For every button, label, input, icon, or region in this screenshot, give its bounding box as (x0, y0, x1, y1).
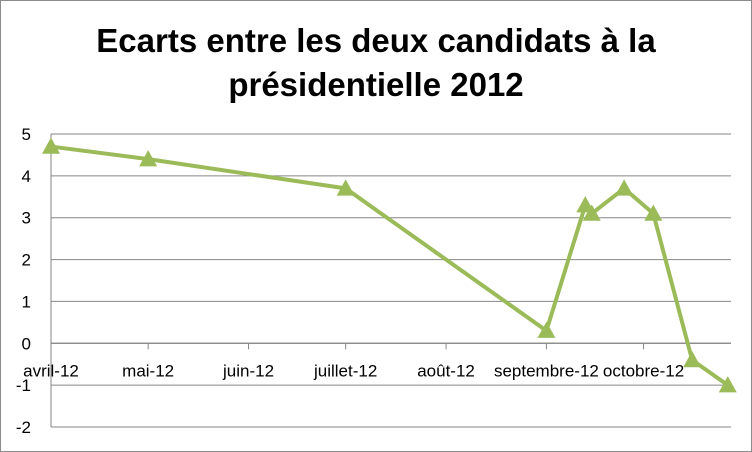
series-line (50, 144, 729, 387)
chart-title: Ecarts entre les deux candidats à la pré… (1, 19, 751, 107)
y-tick-label: 3 (22, 209, 31, 228)
y-tick-label: 2 (22, 251, 31, 270)
data-point-marker (336, 179, 355, 196)
y-tick-label: 4 (22, 167, 31, 186)
y-tick-label: -2 (16, 418, 31, 437)
data-point-marker (718, 376, 737, 393)
x-tick-label: mai-12 (122, 361, 174, 380)
y-tick-label: -1 (16, 376, 31, 395)
x-tick-label: juin-12 (222, 361, 274, 380)
data-point-marker (615, 179, 634, 196)
data-point-marker (644, 204, 663, 221)
y-tick-label: 1 (22, 292, 31, 311)
chart-title-line2: présidentielle 2012 (228, 66, 524, 103)
data-point-marker (582, 204, 601, 221)
data-point-marker (683, 351, 702, 368)
y-tick-label: 0 (22, 334, 31, 353)
x-tick-label: août-12 (417, 361, 475, 380)
chart-title-line1: Ecarts entre les deux candidats à la (96, 22, 656, 59)
data-point-marker (42, 137, 60, 154)
data-point-marker (537, 321, 556, 338)
x-tick-label: juillet-12 (313, 361, 377, 380)
x-tick-label: septembre-12 (494, 361, 599, 380)
x-tick-label: avril-12 (23, 361, 79, 380)
data-point-marker (139, 150, 158, 167)
x-tick-label: octobre-12 (603, 361, 684, 380)
y-tick-label: 5 (22, 125, 31, 144)
